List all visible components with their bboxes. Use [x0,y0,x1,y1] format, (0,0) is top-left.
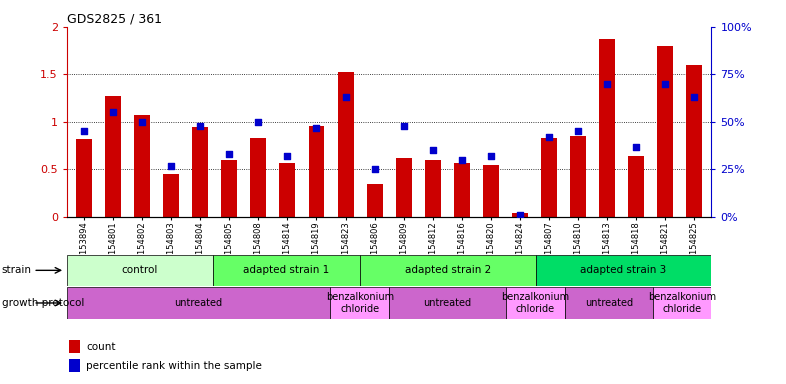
Bar [337,73,354,217]
Point [194,122,207,129]
Point [426,147,439,154]
Point [136,119,149,125]
Bar [483,165,498,217]
Bar [360,255,535,286]
Bar [389,287,506,319]
Text: untreated: untreated [174,298,222,308]
Bar [657,46,673,217]
Text: growth protocol: growth protocol [2,298,84,308]
Bar [69,359,80,372]
Point [340,94,352,100]
Bar [105,96,121,217]
Bar [366,184,383,217]
Bar [686,65,702,217]
Bar [652,287,711,319]
Point [252,119,265,125]
Bar [76,139,92,217]
Bar [280,163,296,217]
Text: adapted strain 2: adapted strain 2 [405,265,490,275]
Point [281,153,294,159]
Bar [565,287,652,319]
Bar [535,255,711,286]
Bar [330,287,389,319]
Point [484,153,497,159]
Text: adapted strain 3: adapted strain 3 [580,265,667,275]
Bar [134,115,150,217]
Point [165,162,178,169]
Bar [570,136,586,217]
Bar [454,163,469,217]
Point [223,151,236,157]
Bar [541,138,556,217]
Point [310,124,323,131]
Point [571,128,584,134]
Bar [193,127,208,217]
Text: benzalkonium
chloride: benzalkonium chloride [648,292,716,314]
Bar [506,287,565,319]
Bar [163,174,179,217]
Bar [69,340,80,353]
Text: percentile rank within the sample: percentile rank within the sample [86,361,263,371]
Bar [222,160,237,217]
Bar [308,126,325,217]
Bar [251,138,266,217]
Point [659,81,671,87]
Point [688,94,700,100]
Text: untreated: untreated [424,298,472,308]
Bar [213,255,360,286]
Bar [512,213,527,217]
Point [107,109,119,116]
Bar [67,287,330,319]
Point [397,122,410,129]
Bar [395,158,412,217]
Text: benzalkonium
chloride: benzalkonium chloride [325,292,394,314]
Text: untreated: untreated [585,298,633,308]
Bar [424,160,441,217]
Text: strain: strain [2,265,31,275]
Text: GDS2825 / 361: GDS2825 / 361 [67,13,162,26]
Bar [599,39,615,217]
Point [542,134,555,140]
Point [455,157,468,163]
Point [513,212,526,218]
Text: benzalkonium
chloride: benzalkonium chloride [501,292,570,314]
Text: count: count [86,342,116,352]
Bar [67,255,213,286]
Text: adapted strain 1: adapted strain 1 [244,265,329,275]
Point [630,144,642,150]
Point [78,128,90,134]
Point [369,166,381,172]
Text: control: control [122,265,158,275]
Bar [628,156,644,217]
Point [601,81,613,87]
